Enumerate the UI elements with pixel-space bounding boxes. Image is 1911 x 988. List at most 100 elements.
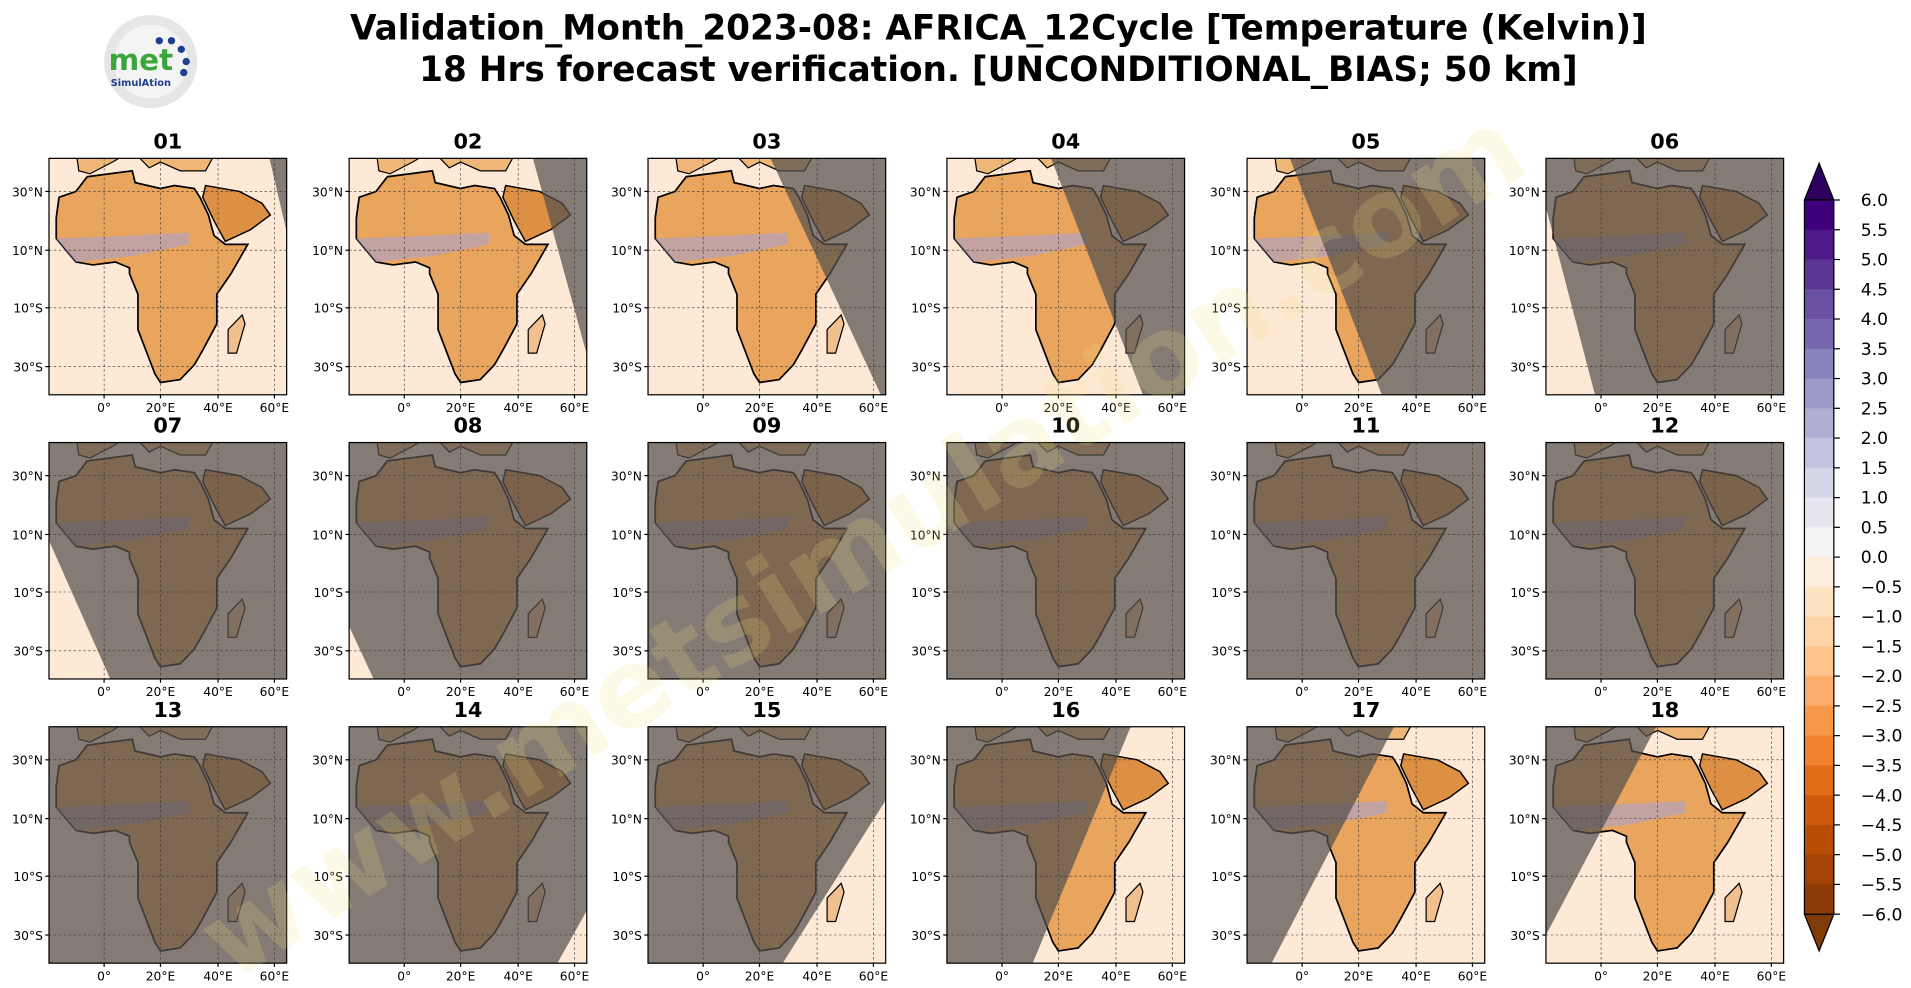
colorbar-tick-label: −1.0 <box>1861 608 1903 628</box>
y-tick-label: 30°N <box>611 470 642 484</box>
panel-frame <box>48 441 288 680</box>
y-tick-label: 30°S <box>1211 645 1241 659</box>
logo-subtext: SimulAtion <box>111 78 171 89</box>
y-tick-label: 10°N <box>910 813 941 827</box>
land-europe <box>376 158 514 175</box>
y-tick-label: 10°N <box>1509 813 1540 827</box>
map-content <box>349 442 587 679</box>
night-mask <box>1289 158 1485 395</box>
panel-label: 17 <box>1351 698 1380 722</box>
y-tick-label: 10°N <box>312 528 343 542</box>
x-tick-label: 60°E <box>859 685 888 699</box>
x-tick-label: 40°E <box>1700 401 1729 415</box>
y-tick-label: 10°S <box>1510 586 1540 600</box>
y-tick-label: 30°S <box>911 361 941 375</box>
colorbar-tick-label: −3.0 <box>1861 727 1903 747</box>
colorbar-segment <box>1804 438 1834 469</box>
logo: met SimulAtion <box>104 15 198 109</box>
night-mask <box>49 442 287 679</box>
y-tick-label: 10°S <box>911 302 941 316</box>
panel-label: 08 <box>453 414 482 438</box>
x-tick-label: 40°E <box>503 685 532 699</box>
colorbar-segment <box>1804 735 1834 766</box>
land-madagascar <box>227 313 246 354</box>
y-tick-label: 30°S <box>314 361 344 375</box>
night-mask <box>349 442 587 679</box>
panel-frame <box>48 726 288 964</box>
panel-frame <box>1545 726 1785 964</box>
x-tick-label: 40°E <box>802 685 831 699</box>
panel-label: 15 <box>752 698 781 722</box>
y-tick-label: 10°N <box>1210 528 1241 542</box>
land-madagascar <box>1425 882 1444 923</box>
y-tick-label: 30°S <box>612 361 642 375</box>
x-tick-label: 20°E <box>1643 969 1672 983</box>
cool-band <box>56 232 189 262</box>
y-tick-label: 10°S <box>1211 870 1241 884</box>
colorbar-segment <box>1804 765 1834 796</box>
x-tick-label: 40°E <box>1700 969 1729 983</box>
map-panel: 30°N 10°N 10°S 30°S 0° 20°E 40°E 60°E <box>12 441 289 699</box>
x-tick-label: 20°E <box>446 969 475 983</box>
map-content <box>349 726 587 964</box>
x-tick-label: 60°E <box>560 401 589 415</box>
night-mask <box>770 158 886 395</box>
panel-label: 07 <box>153 414 182 438</box>
panel-frame <box>647 157 887 396</box>
x-tick-label: 40°E <box>802 969 831 983</box>
y-tick-label: 30°N <box>910 470 941 484</box>
x-tick-label: 0° <box>397 685 411 699</box>
x-tick-label: 0° <box>1295 685 1309 699</box>
y-tick-label: 30°N <box>1210 754 1241 768</box>
y-tick-label: 10°S <box>612 302 642 316</box>
colorbar-tick-label: −1.5 <box>1861 637 1903 657</box>
panel-frame <box>1246 726 1486 964</box>
colorbar-segment <box>1804 289 1834 320</box>
y-tick-label: 10°S <box>1211 586 1241 600</box>
y-tick-label: 10°S <box>612 870 642 884</box>
map-content <box>1545 726 1784 964</box>
panel-frame <box>946 726 1186 964</box>
panel-label: 02 <box>453 130 482 154</box>
x-tick-label: 40°E <box>1101 969 1130 983</box>
map-panel: 30°N 10°N 10°S 30°S 0° 20°E 40°E 60°E <box>1509 157 1786 415</box>
y-tick-label: 30°N <box>611 754 642 768</box>
map-panel: 30°N 10°N 10°S 30°S 0° 20°E 40°E 60°E <box>910 726 1187 983</box>
map-panel: 30°N 10°N 10°S 30°S 0° 20°E 40°E 60°E <box>12 157 289 415</box>
map-content <box>49 158 287 395</box>
y-tick-label: 30°S <box>1211 929 1241 943</box>
panel-frame <box>946 441 1186 680</box>
map-panel: 30°N 10°N 10°S 30°S 0° 20°E 40°E 60°E <box>12 726 289 983</box>
y-tick-label: 30°S <box>612 929 642 943</box>
colorbar-tick-label: −5.5 <box>1861 876 1903 896</box>
colorbar-segment <box>1804 229 1834 260</box>
map-panel: 30°N 10°N 10°S 30°S 0° 20°E 40°E 60°E <box>1509 441 1786 699</box>
y-tick-label: 30°S <box>911 929 941 943</box>
colorbar-tick-label: 1.0 <box>1861 489 1888 509</box>
x-tick-label: 60°E <box>859 969 888 983</box>
cool-band <box>356 232 489 262</box>
x-tick-label: 60°E <box>1458 685 1487 699</box>
y-tick-label: 10°N <box>1509 528 1540 542</box>
panel-frame <box>1545 157 1785 396</box>
panel-label: 06 <box>1650 130 1679 154</box>
x-tick-label: 20°E <box>1044 685 1073 699</box>
panel-label: 18 <box>1650 698 1679 722</box>
y-tick-label: 10°N <box>12 244 43 258</box>
y-tick-label: 10°S <box>314 302 344 316</box>
x-tick-label: 20°E <box>1044 969 1073 983</box>
y-tick-label: 30°N <box>1509 470 1540 484</box>
y-tick-label: 30°N <box>12 754 43 768</box>
colorbar-segment <box>1804 467 1834 498</box>
night-mask <box>1247 442 1485 679</box>
colorbar-segment <box>1804 646 1834 677</box>
x-tick-label: 20°E <box>1344 401 1373 415</box>
y-tick-label: 30°S <box>13 645 43 659</box>
night-mask <box>1051 158 1185 395</box>
colorbar-segment <box>1804 884 1834 915</box>
y-tick-label: 30°S <box>13 361 43 375</box>
colorbar-segment <box>1804 319 1834 350</box>
colorbar-segment <box>1804 557 1834 588</box>
